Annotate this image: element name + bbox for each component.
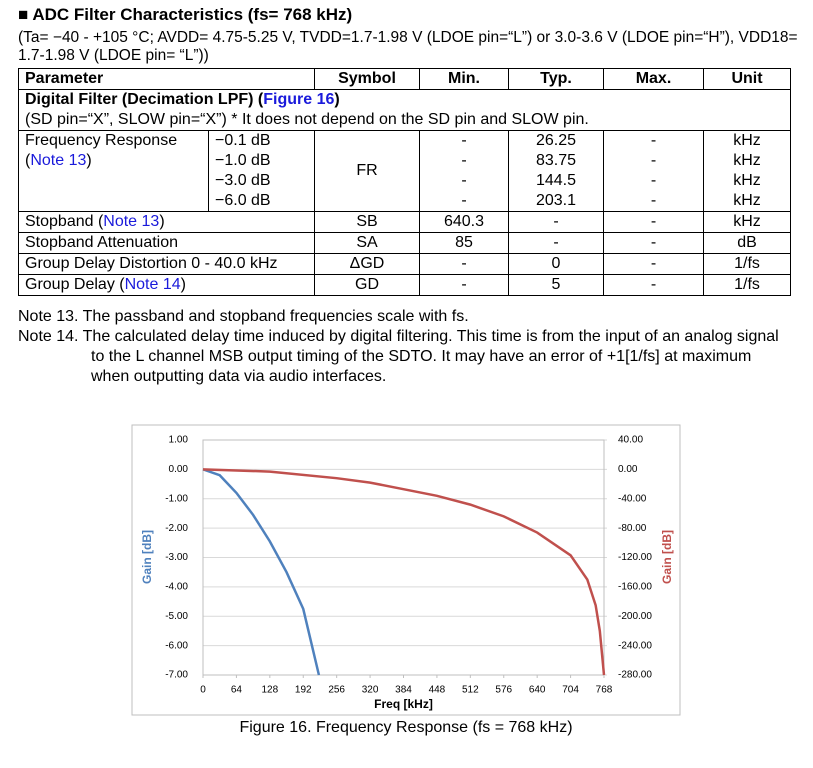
- unit: kHz: [703, 130, 791, 151]
- x-tick-label: 128: [261, 685, 278, 696]
- x-axis-label: Freq [kHz]: [374, 697, 433, 711]
- y-tick-label: 1.00: [169, 435, 189, 446]
- spec-table: Parameter Symbol Min. Typ. Max. Unit Digital F…: [18, 68, 791, 296]
- x-tick-label: 768: [596, 685, 613, 696]
- text: ): [159, 213, 165, 230]
- row: Stopband (Note 13) SB 640.3- - kHz: [18, 211, 791, 233]
- column-header: Unit: [703, 68, 791, 90]
- column-header: Typ.: [508, 68, 604, 90]
- fr-row: Frequency Response (Note 13) −0.1 dB FR -26…: [18, 130, 791, 212]
- y2-tick-label: -280.00: [618, 670, 652, 681]
- x-tick-label: 512: [462, 685, 479, 696]
- section: Digital Filter (Decimation LPF) (Figure …: [18, 89, 791, 131]
- link[interactable]: Note 13: [30, 152, 87, 169]
- link[interactable]: Note 13: [103, 213, 160, 230]
- section-note: (SD pin=“X”, SLOW pin=“X”) * It does not…: [25, 111, 589, 128]
- row: Stopband Attenuation SA 85- - dB: [18, 232, 791, 254]
- caption: Figure 16. Frequency Response (fs = 768 …: [239, 719, 572, 736]
- level: −0.1 dB: [208, 130, 315, 151]
- parameter: Frequency Response (Note 13): [18, 130, 209, 212]
- x-tick-label: 576: [495, 685, 512, 696]
- fr-row: −3.0 dB -144.5- kHz: [19, 171, 791, 191]
- y2-tick-label: 0.00: [618, 464, 638, 475]
- line-series: [202, 468, 606, 676]
- text: ): [86, 152, 92, 169]
- y-tick-label: -7.00: [165, 670, 188, 681]
- y-tick-label: -2.00: [165, 523, 188, 534]
- link[interactable]: Figure 16: [263, 91, 335, 108]
- y2-tick-label: -80.00: [618, 523, 647, 534]
- x-tick-label: 384: [395, 685, 412, 696]
- parameter: Group Delay (Note 14): [18, 274, 315, 296]
- x-tick-label: 320: [362, 685, 379, 696]
- y-tick-label: -1.00: [165, 493, 188, 504]
- text: Frequency Response (: [25, 132, 178, 169]
- fr-row: −1.0 dB -83.75- kHz: [19, 151, 791, 171]
- text: Digital Filter (Decimation LPF) (: [25, 91, 264, 108]
- link[interactable]: Note 14: [124, 276, 181, 293]
- y2-tick-label: -40.00: [618, 493, 647, 504]
- y-tick-label: -5.00: [165, 611, 188, 622]
- column-header: Symbol: [314, 68, 420, 90]
- title: ■ ADC Filter Characteristics (fs= 768 kH…: [18, 5, 353, 24]
- unit: kHz: [703, 191, 791, 212]
- unit: kHz: [703, 151, 791, 171]
- parameter: Stopband (Note 13): [18, 211, 315, 233]
- y2-tick-label: -200.00: [618, 611, 652, 622]
- typ: 26.25: [508, 130, 604, 151]
- x-tick-label: 448: [429, 685, 446, 696]
- header-row: Parameter Symbol Min. Typ. Max. Unit: [18, 68, 791, 90]
- row: Group Delay Distortion 0 - 40.0 kHz ΔGD -0…: [18, 253, 791, 275]
- unit: dB: [703, 232, 791, 254]
- y2-tick-label: -160.00: [618, 582, 652, 593]
- plot-border: [202, 439, 605, 676]
- text: Stopband Attenuation: [25, 234, 179, 251]
- y2-axis-label: Gain [dB]: [660, 530, 674, 584]
- text: ): [334, 91, 340, 108]
- text: Stopband (: [25, 213, 104, 230]
- level: −3.0 dB: [208, 171, 315, 191]
- section-row: Digital Filter (Decimation LPF) (Figure …: [18, 89, 791, 131]
- line-series: [202, 468, 321, 676]
- y2-tick-label: 40.00: [618, 435, 643, 446]
- y-tick-label: -3.00: [165, 552, 188, 563]
- conditions: (Ta= −40 - +105 °C; AVDD= 4.75-5.25 V, T…: [18, 29, 798, 64]
- level: −1.0 dB: [208, 151, 315, 171]
- unit: 1/fs: [703, 274, 791, 296]
- fr-row: −6.0 dB -203.1- kHz: [19, 191, 791, 212]
- parameter: Stopband Attenuation: [18, 232, 315, 254]
- notes: Note 13. The passband and stopband frequ…: [18, 307, 793, 387]
- note: Note 14. The calculated delay time induc…: [18, 328, 779, 385]
- section-title: Digital Filter (Decimation LPF) (Figure …: [25, 90, 784, 110]
- y-tick-label: 0.00: [169, 464, 189, 475]
- chart-frame: [131, 424, 681, 716]
- y2-tick-label: -240.00: [618, 640, 652, 651]
- x-tick-label: 0: [200, 685, 206, 696]
- x-tick-label: 640: [529, 685, 546, 696]
- symbol: FR: [314, 130, 420, 212]
- column-header: Parameter: [18, 68, 315, 90]
- x-tick-label: 64: [231, 685, 243, 696]
- level: −6.0 dB: [208, 191, 315, 212]
- row: Group Delay (Note 14) GD -5-1/fs: [18, 274, 791, 296]
- y2-tick-label: -120.00: [618, 552, 652, 563]
- x-tick-label: 704: [562, 685, 579, 696]
- x-tick-label: 192: [295, 685, 312, 696]
- unit: kHz: [703, 171, 791, 191]
- typ: 83.75: [508, 151, 604, 171]
- note: Note 13. The passband and stopband frequ…: [18, 308, 469, 325]
- text: ): [180, 276, 186, 293]
- text: Group Delay Distortion 0 - 40.0 kHz: [25, 255, 278, 272]
- typ: 144.5: [508, 171, 604, 191]
- y-tick-label: -6.00: [165, 640, 188, 651]
- y-tick-label: -4.00: [165, 582, 188, 593]
- column-header: Min.: [419, 68, 509, 90]
- y-axis-label: Gain [dB]: [140, 530, 154, 584]
- text: Group Delay (: [25, 276, 125, 293]
- x-tick-label: 256: [328, 685, 345, 696]
